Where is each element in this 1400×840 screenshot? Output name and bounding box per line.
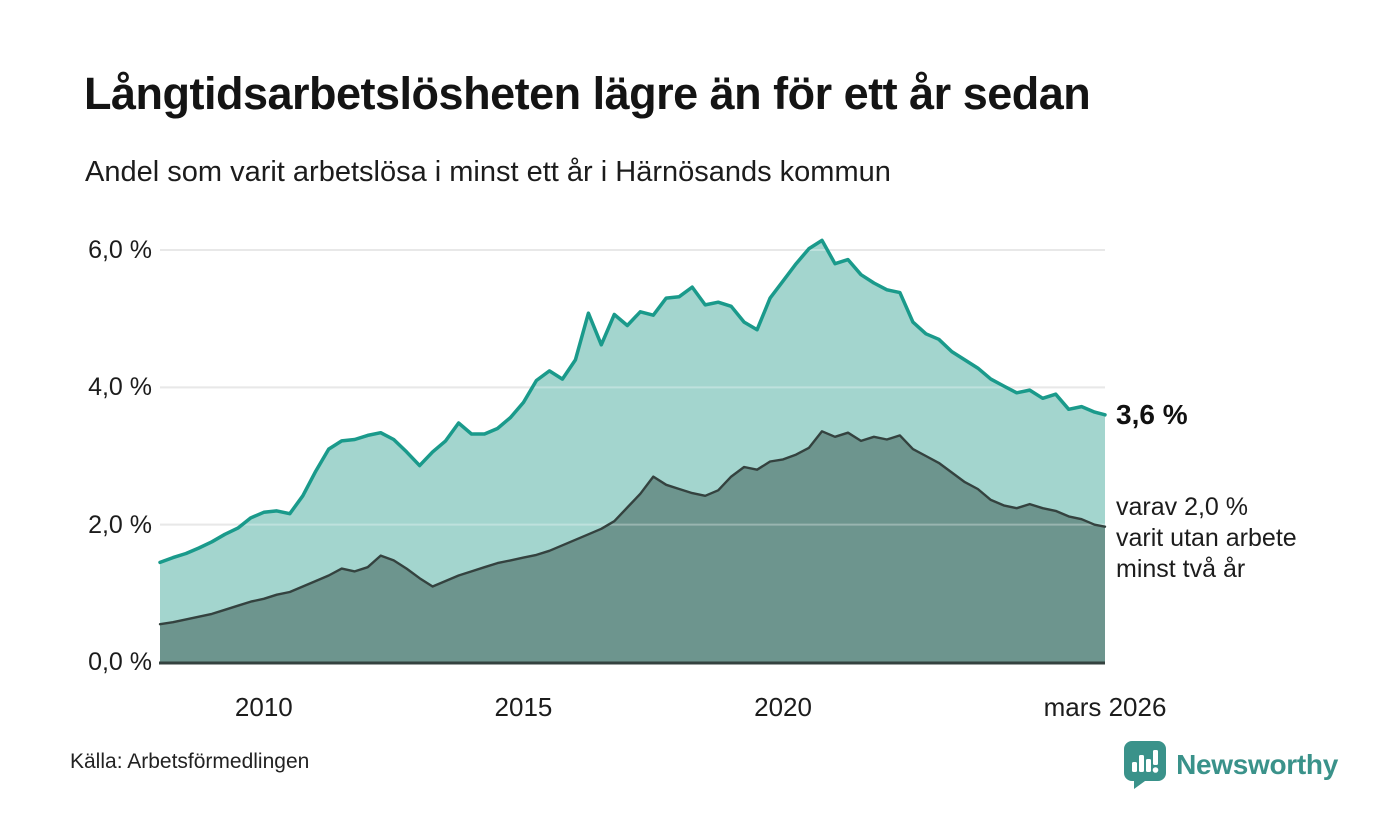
series-line xyxy=(158,238,1107,565)
endpoint-label-subset: varav 2,0 % varit utan arbete minst två … xyxy=(1116,492,1297,583)
y-tick-label: 6,0 % xyxy=(88,236,152,264)
x-tick-label: mars 2026 xyxy=(1043,692,1167,722)
newsworthy-logo: Newsworthy xyxy=(1124,741,1338,789)
x-tick-label: 2020 xyxy=(754,692,812,722)
y-tick-label: 4,0 % xyxy=(88,373,152,402)
y-tick-label: 2,0 % xyxy=(88,510,152,539)
source-note: Källa: Arbetsförmedlingen xyxy=(70,750,310,773)
chart-subtitle: Andel som varit arbetslösa i minst ett å… xyxy=(85,156,891,188)
x-tick-label: 2015 xyxy=(494,692,553,722)
newsworthy-wordmark: Newsworthy xyxy=(1176,749,1338,780)
x-tick-label: 2010 xyxy=(234,692,293,722)
series-line xyxy=(158,430,1107,626)
y-tick-label: 0,0 % xyxy=(88,648,152,676)
page-title: Långtidsarbetslösheten lägre än för ett … xyxy=(84,68,1091,119)
newsworthy-badge-icon xyxy=(1124,741,1167,789)
series-area xyxy=(160,431,1105,662)
endpoint-label-total: 3,6 % xyxy=(1116,398,1188,430)
